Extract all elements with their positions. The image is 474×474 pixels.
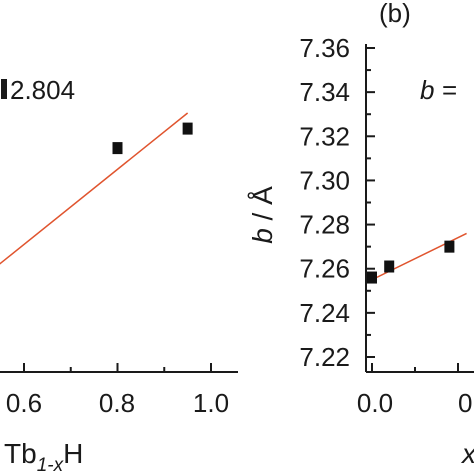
panel-a-fit-line-path [0, 112, 189, 265]
panel-a-data-points [112, 122, 193, 155]
panel-b: (b) 7.367.347.327.307.287.267.247.22 0.0… [247, 0, 474, 469]
panel-b-data-point [384, 260, 395, 273]
panel-b-y-axis-label: b / Å [247, 186, 278, 244]
panel-a-data-point [182, 122, 193, 135]
panel-b-data-points [367, 240, 455, 284]
panel-a-x-label-sub: 1-x [37, 455, 65, 474]
panel-b-x-axis-label: x [460, 438, 474, 469]
panel-a-x-axis-label: Tb1-xH [4, 438, 83, 474]
panel-b-fit-text: b = [420, 75, 457, 105]
panel-b-data-point [444, 240, 455, 253]
panel-b-x-ticks [371, 363, 459, 372]
panel-b-fit-line-path [371, 232, 467, 281]
panel-b-label: (b) [379, 0, 411, 28]
panel-b-data-point [367, 271, 377, 284]
panel-a-fit-text: 2.804 [10, 75, 75, 105]
panel-b-y-tick-label: 7.34 [299, 77, 350, 107]
panel-a-x-ticks [23, 363, 212, 372]
panel-a-x-tick-label: 1.0 [193, 388, 229, 418]
panel-b-y-tick-label: 7.36 [299, 33, 350, 63]
panel-a-x-label-base: Tb [4, 438, 37, 469]
panel-b-x-tick-label: 0. [458, 388, 474, 418]
panel-a-x-label-tail: H [63, 438, 83, 469]
panel-a-fit-line [0, 112, 189, 265]
panel-b-y-ticks: 7.36 7.34 7.32 7.30 7.28 7.26 7.24 7.22 [299, 33, 375, 372]
panel-b-y-tick-label: 7.32 [299, 121, 350, 151]
panel-b-fit-line [371, 232, 467, 281]
panel-a-x-tick-label: 0.8 [99, 388, 135, 418]
panel-b-y-tick-label: 7.26 [299, 254, 350, 284]
panel-b-y-tick-label: 7.24 [299, 298, 350, 328]
panel-b-y-tick-label: 7.22 [299, 342, 350, 372]
panel-a-x-tick-label: 0.6 [6, 388, 42, 418]
panel-a: 0.6 0.8 1.0 Tb1-xH 2.804 [0, 75, 238, 474]
panel-b-y-tick-label: 7.28 [299, 210, 350, 240]
panel-a-fit-text-bar [1, 79, 7, 99]
panel-b-y-tick-label: 7.30 [299, 165, 350, 195]
panel-b-x-tick-label: 0.0 [357, 388, 393, 418]
panel-a-data-point [112, 142, 123, 155]
